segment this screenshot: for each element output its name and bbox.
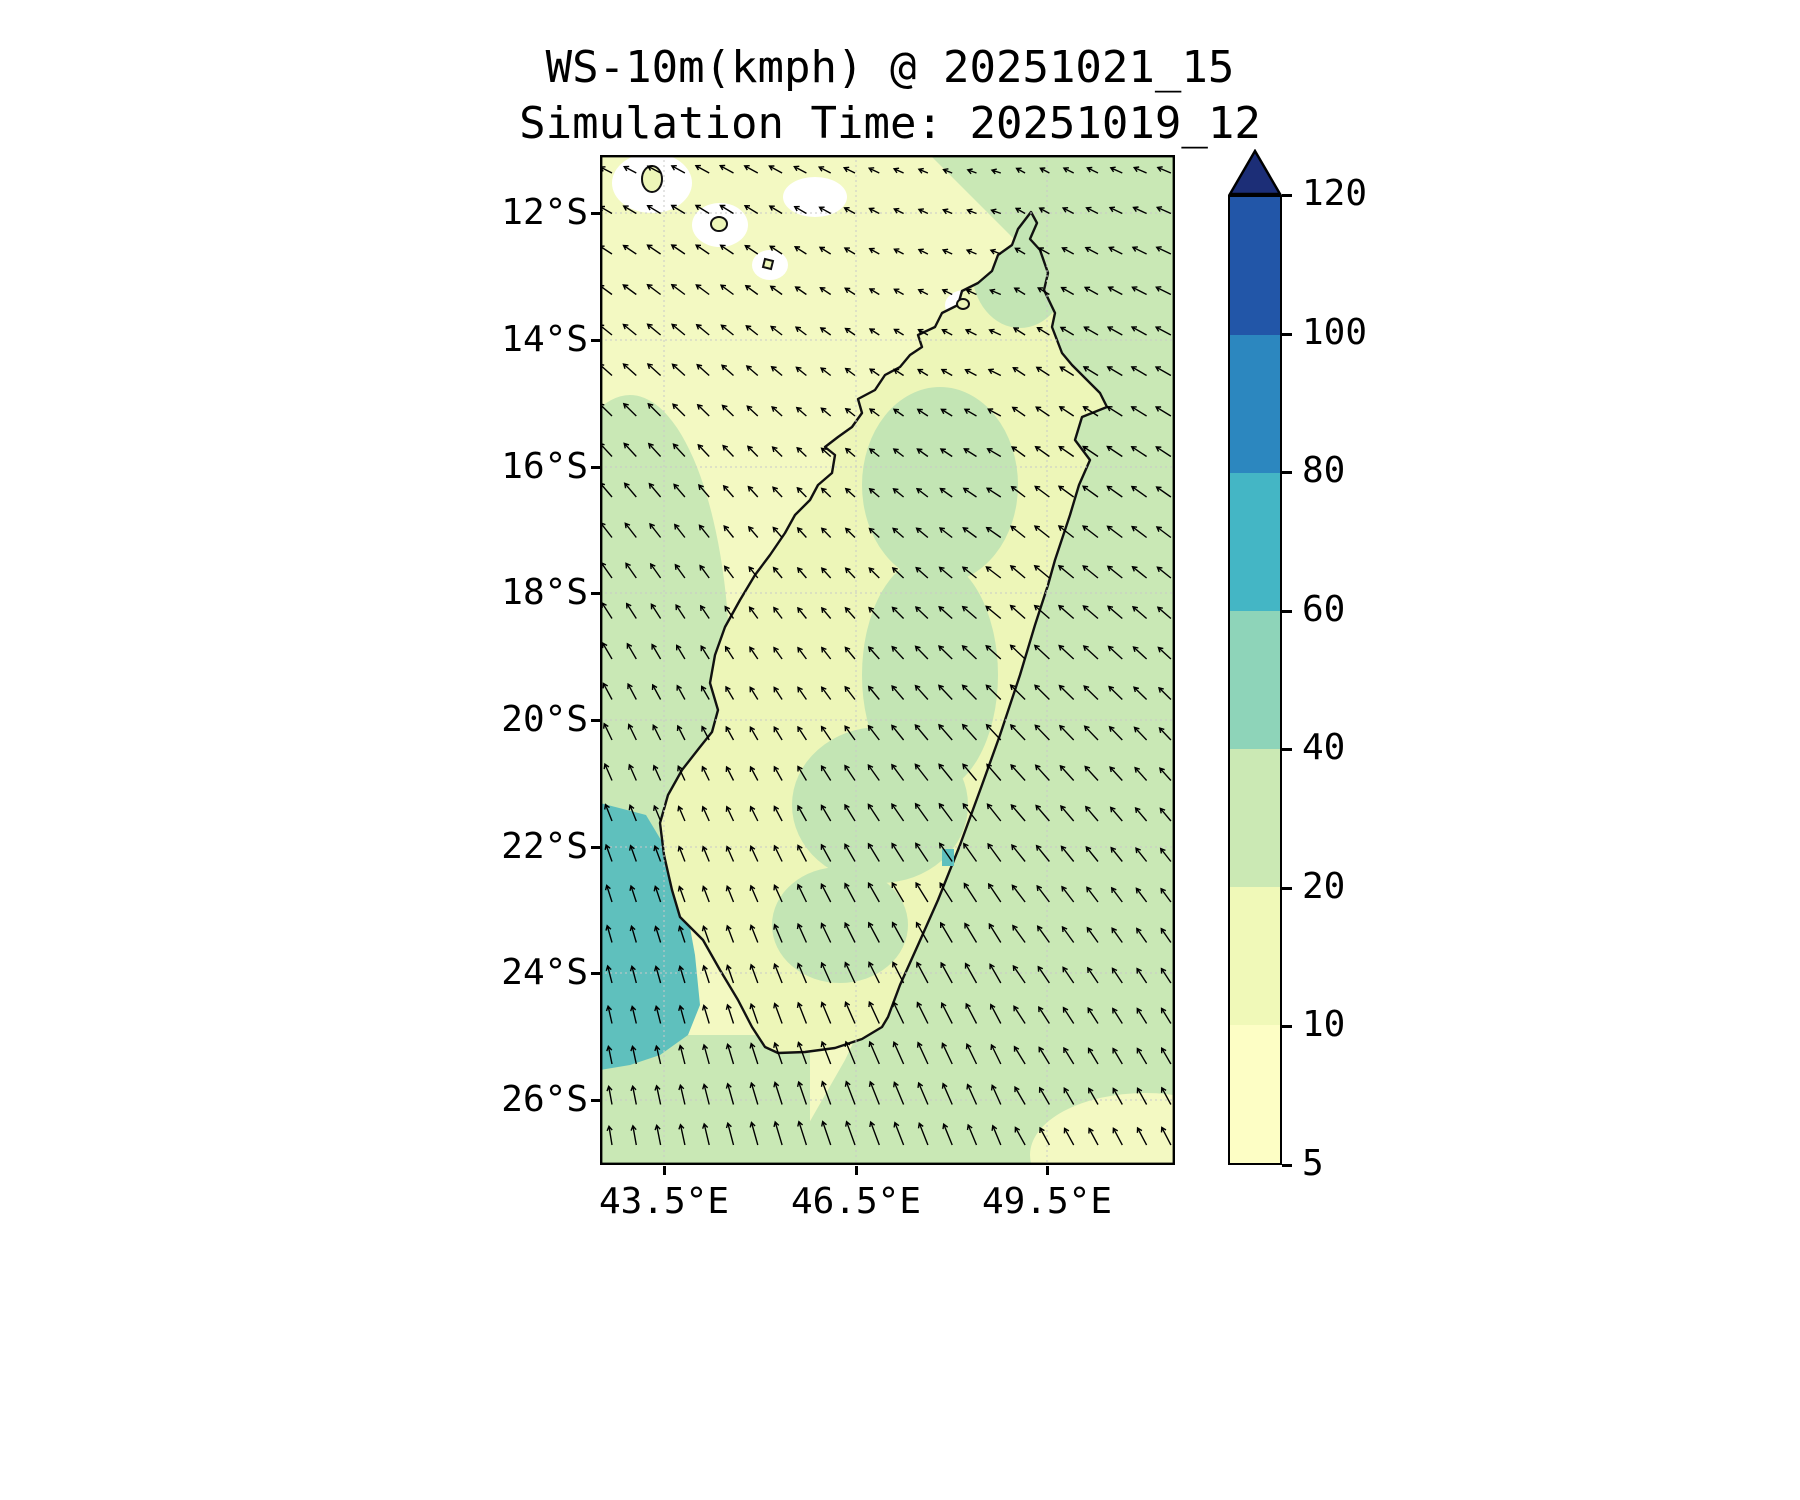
colorbar-extend-arrow [1228,149,1282,196]
high-wind-patch-southwest [600,803,700,1070]
colorbar-tick-label: 10 [1302,1004,1346,1046]
lat-tick-mark [591,719,600,722]
lon-tick-label: 43.5°E [598,1181,730,1222]
lon-tick-mark [1046,1166,1049,1175]
lat-tick-mark [591,592,600,595]
colorbar-tick-mark [1282,609,1292,613]
lat-tick-mark [591,972,600,975]
lat-tick-label: 16°S [501,446,588,487]
small-island [710,216,728,232]
map-frame [600,155,1175,1165]
small-island [761,257,775,271]
colorbar-segment [1230,1025,1280,1163]
lat-tick-mark [591,846,600,849]
comoros-island [641,165,663,193]
madagascar-wind-map [600,155,1175,1165]
colorbar-extend-triangle [1228,149,1282,196]
colorbar-tick-mark [1282,332,1292,336]
lat-tick-label: 22°S [501,826,588,867]
lon-tick-mark [663,1166,666,1175]
colorbar-segments [1230,197,1280,1163]
lat-tick-label: 26°S [501,1079,588,1120]
colorbar-tick-label: 80 [1302,450,1346,492]
map-plot-area [600,155,1175,1165]
land-green-patch [862,387,1018,583]
colorbar-segment [1230,335,1280,473]
colorbar-segment [1230,887,1280,1025]
lat-tick-label: 12°S [501,192,588,233]
colorbar-tick-mark [1282,1025,1292,1029]
colorbar [1228,195,1282,1165]
small-island-northeast [956,298,970,310]
lat-lon-gridlines [600,155,1175,1165]
lat-tick-mark [591,1099,600,1102]
colorbar-segment [1230,197,1280,335]
lat-tick-label: 20°S [501,699,588,740]
colorbar-segment [1230,611,1280,749]
calm-patch [783,177,847,217]
ocean-low-wind-southeast-corner [1030,1093,1175,1165]
colorbar-tick-mark [1282,194,1292,197]
colorbar-tick-label: 60 [1302,588,1346,630]
colorbar-segment [1230,473,1280,611]
land-green-patch [792,727,968,883]
colorbar-tick-label: 5 [1302,1143,1324,1184]
lat-tick-label: 18°S [501,572,588,613]
colorbar-tick-label: 20 [1302,865,1346,907]
lat-tick-mark [591,339,600,342]
land-green-patch [772,867,908,983]
colorbar-segment [1230,749,1280,887]
colorbar-tick-mark [1282,1164,1292,1167]
lon-tick-label: 49.5°E [981,1181,1113,1222]
chart-title: WS-10m(kmph) @ 20251021_15 [545,42,1235,93]
lat-tick-label: 24°S [501,952,588,993]
colorbar-tick-mark [1282,886,1292,890]
wind-vector-arrows [600,164,1172,1146]
lon-tick-label: 46.5°E [790,1181,922,1222]
colorbar-tick-label: 100 [1302,311,1368,353]
colorbar-tick-label: 120 [1302,173,1368,214]
lat-tick-label: 14°S [501,319,588,360]
colorbar-tick-label: 40 [1302,727,1346,769]
chart-subtitle: Simulation Time: 20251019_12 [519,98,1261,149]
colorbar-tick-mark [1282,748,1292,752]
lon-tick-mark [855,1166,858,1175]
lat-tick-mark [591,466,600,469]
lat-tick-mark [591,212,600,215]
high-wind-spot-east-coast [942,849,954,866]
colorbar-tick-mark [1282,471,1292,475]
